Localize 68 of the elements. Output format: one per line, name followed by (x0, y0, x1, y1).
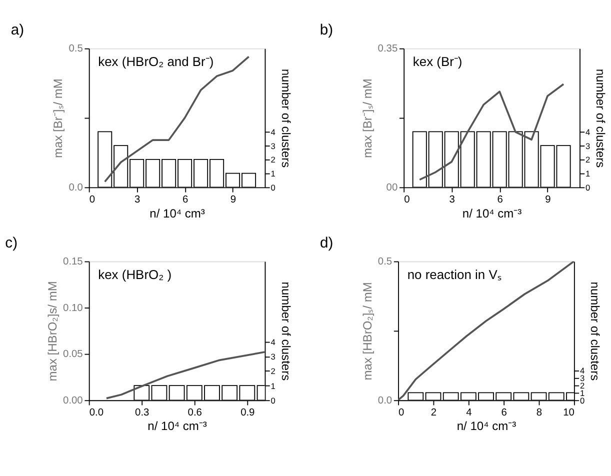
y2-axis-title: number of clusters (278, 68, 293, 168)
chart-title: b) (320, 22, 334, 38)
y-tick-label: 0.5 (378, 256, 392, 268)
x-tick-label: 0.9 (240, 407, 256, 418)
y2-tick-label: 2 (270, 154, 276, 165)
y-tick-label: 0.0 (68, 182, 84, 194)
x-tick-label: 10 (563, 407, 575, 418)
x-tick-label: 0.3 (135, 407, 150, 418)
y-tick-label: 0.10 (63, 302, 84, 314)
x-tick-label: 6 (182, 194, 188, 206)
x-axis-title: n/ 10⁴ cm⁻³ (456, 419, 516, 434)
y2-tick-label: 1 (586, 168, 591, 179)
y2-tick-label: 0 (270, 395, 276, 406)
chart-title: c) (5, 235, 18, 252)
x-tick-label: 0 (398, 407, 405, 418)
y2-axis-title: number of clusters (278, 282, 293, 381)
x-tick-label: 4 (466, 407, 472, 418)
y-axis-title: max [Br⁻]ₛ/ mM (360, 78, 374, 158)
y-tick-label: 0.0 (378, 395, 392, 406)
line-series (418, 83, 564, 181)
chart-title: d) (320, 235, 334, 252)
y-tick-label: 0.5 (68, 44, 84, 55)
y2-tick-label: 0 (580, 395, 585, 406)
y-tick-label: 00 (386, 182, 398, 194)
x-tick-label: 0.0 (89, 407, 104, 418)
y2-tick-label: 4 (586, 126, 591, 137)
y-axis-title: max [Br⁻]ₛ/ mM (51, 78, 66, 158)
y2-tick-label: 1 (270, 380, 276, 391)
y2-tick-label: 3 (270, 140, 276, 151)
annotation: no reaction in Vₛ (407, 266, 502, 282)
y-tick-label: 0.05 (63, 349, 84, 360)
y2-axis-title: number of clusters (594, 68, 608, 168)
x-tick-label: 3 (449, 194, 456, 206)
annotation: kex (Br⁻) (412, 54, 462, 69)
x-axis-title: n/ 10⁴ cm⁻³ (148, 419, 207, 434)
y2-tick-label: 2 (586, 154, 591, 165)
x-tick-label: 2 (430, 407, 437, 418)
y2-tick-label: 2 (580, 380, 585, 390)
y2-tick-label: 4 (270, 336, 276, 347)
y2-tick-label: 4 (270, 126, 276, 137)
x-tick-label: 0 (89, 194, 96, 206)
y-tick-label: 0.00 (63, 395, 84, 406)
y-axis-title: max [HBrO₂]ₛ/ mM (360, 282, 374, 380)
y2-tick-label: 3 (270, 352, 276, 362)
x-tick-label: 6 (501, 407, 508, 418)
y-tick-label: 0.15 (63, 256, 84, 268)
y2-tick-label: 2 (270, 366, 276, 376)
y2-tick-label: 0 (270, 182, 276, 192)
x-tick-label: 9 (230, 194, 236, 206)
y2-tick-label: 0 (586, 182, 591, 192)
x-tick-label: 6 (497, 194, 504, 206)
x-tick-label: 3 (134, 194, 140, 206)
x-tick-label: 0 (404, 194, 410, 206)
y2-tick-label: 3 (586, 140, 591, 151)
y2-axis-title: number of clusters (588, 282, 602, 381)
x-axis-title: n/ 10⁴ cm³ (150, 206, 205, 220)
x-tick-label: 9 (545, 194, 552, 206)
x-tick-label: 8 (536, 407, 542, 418)
x-axis-title: n/ 10⁴ cm⁻³ (462, 206, 522, 220)
line-series (106, 351, 265, 400)
y-axis-title: max [HBrO₂]s/ mM (46, 281, 60, 382)
annotation: kex (HBrO₂ ) (98, 266, 172, 282)
y-tick-label: 0.35 (378, 44, 398, 55)
y2-tick-label: 1 (580, 388, 585, 398)
y2-tick-label: 1 (270, 168, 276, 179)
x-tick-label: 0.6 (188, 407, 202, 418)
annotation: kex (HBrO₂ and Br⁻) (98, 54, 214, 69)
chart-title: a) (10, 22, 24, 38)
